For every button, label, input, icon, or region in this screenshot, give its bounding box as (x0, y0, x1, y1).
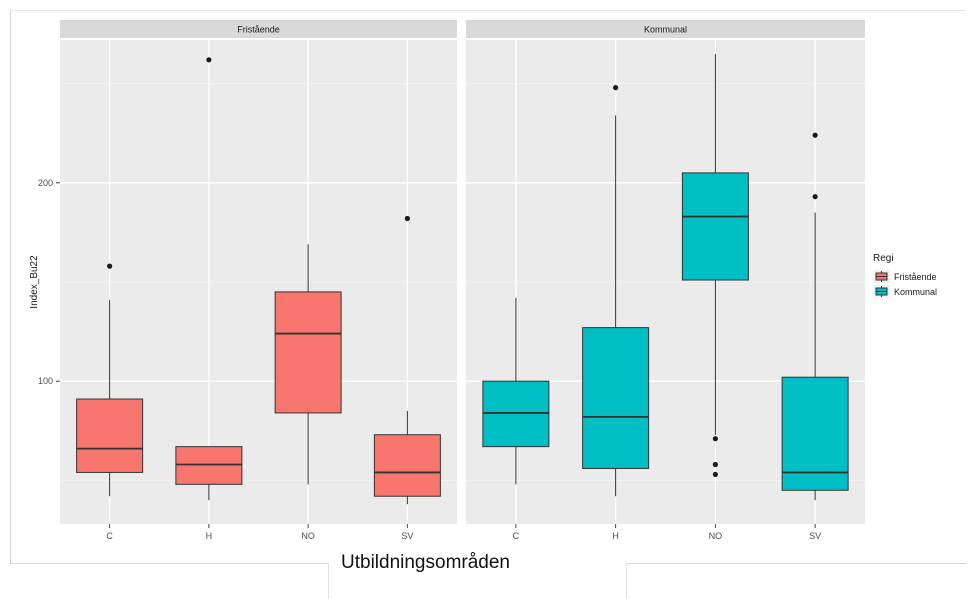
facet-strip-label: Fristående (237, 25, 280, 35)
outlier-point (712, 471, 718, 478)
outlier-point (404, 215, 410, 222)
x-tick-label: C (513, 531, 520, 541)
frame-bottom-right (627, 563, 966, 564)
y-axis-label: Index_Bu22 (29, 255, 40, 309)
box-Kommunal-NO (681, 172, 749, 281)
x-axis-label: Utbildningsområden (341, 552, 510, 573)
y-tick-label: 100 (38, 376, 53, 386)
facet-strip (60, 20, 457, 38)
facet-strip (466, 20, 865, 38)
box-Fristående-SV (373, 434, 441, 497)
box-Fristående-C (76, 398, 144, 473)
y-tick-label: 200 (38, 178, 53, 188)
outlier-point (712, 436, 718, 442)
frame-bottom-left (10, 563, 328, 564)
outlier-point (712, 461, 718, 468)
outlier-point (812, 194, 818, 200)
box-Kommunal-C (482, 380, 550, 448)
x-tick-label: NO (709, 531, 723, 541)
legend-title: Regi (873, 253, 894, 264)
outlier-point (107, 263, 113, 269)
x-tick-label: SV (809, 531, 821, 541)
outlier-point (206, 57, 212, 63)
x-tick-label: H (612, 531, 619, 541)
facet-strip-label: Kommunal (644, 25, 687, 35)
box-Kommunal-H (582, 327, 650, 469)
plot-frame (10, 10, 966, 563)
x-tick-label: H (206, 531, 213, 541)
box-Fristående-H (175, 446, 243, 485)
x-tick-label: NO (301, 531, 315, 541)
divider-left (328, 563, 329, 599)
x-tick-label: SV (401, 531, 413, 541)
outlier-point (812, 132, 818, 138)
divider-right (626, 563, 627, 599)
outlier-point (613, 85, 619, 91)
box-Kommunal-SV (781, 376, 849, 491)
legend-label: Fristående (894, 272, 937, 282)
legend-label: Kommunal (894, 287, 937, 297)
box-Fristående-NO (274, 291, 342, 414)
x-tick-label: C (106, 531, 113, 541)
